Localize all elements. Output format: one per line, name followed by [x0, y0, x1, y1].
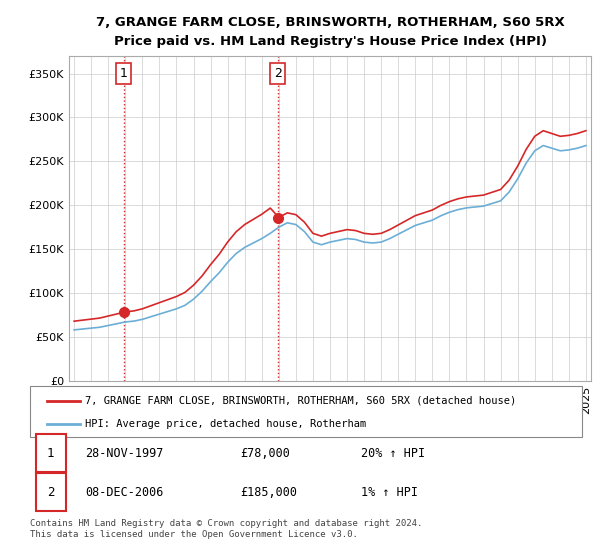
Text: 2: 2 — [47, 486, 54, 498]
Text: 2: 2 — [274, 67, 281, 80]
Text: 7, GRANGE FARM CLOSE, BRINSWORTH, ROTHERHAM, S60 5RX (detached house): 7, GRANGE FARM CLOSE, BRINSWORTH, ROTHER… — [85, 395, 517, 405]
Text: £185,000: £185,000 — [240, 486, 297, 498]
Text: 1: 1 — [47, 446, 54, 460]
Text: Contains HM Land Registry data © Crown copyright and database right 2024.
This d: Contains HM Land Registry data © Crown c… — [30, 519, 422, 539]
Text: 28-NOV-1997: 28-NOV-1997 — [85, 446, 164, 460]
Text: £78,000: £78,000 — [240, 446, 290, 460]
Text: 08-DEC-2006: 08-DEC-2006 — [85, 486, 164, 498]
FancyBboxPatch shape — [35, 434, 66, 472]
FancyBboxPatch shape — [35, 473, 66, 511]
Text: 1% ↑ HPI: 1% ↑ HPI — [361, 486, 418, 498]
Text: 20% ↑ HPI: 20% ↑ HPI — [361, 446, 425, 460]
Title: 7, GRANGE FARM CLOSE, BRINSWORTH, ROTHERHAM, S60 5RX
Price paid vs. HM Land Regi: 7, GRANGE FARM CLOSE, BRINSWORTH, ROTHER… — [95, 16, 565, 48]
Text: 1: 1 — [119, 67, 128, 80]
Text: HPI: Average price, detached house, Rotherham: HPI: Average price, detached house, Roth… — [85, 419, 367, 429]
FancyBboxPatch shape — [30, 386, 582, 437]
